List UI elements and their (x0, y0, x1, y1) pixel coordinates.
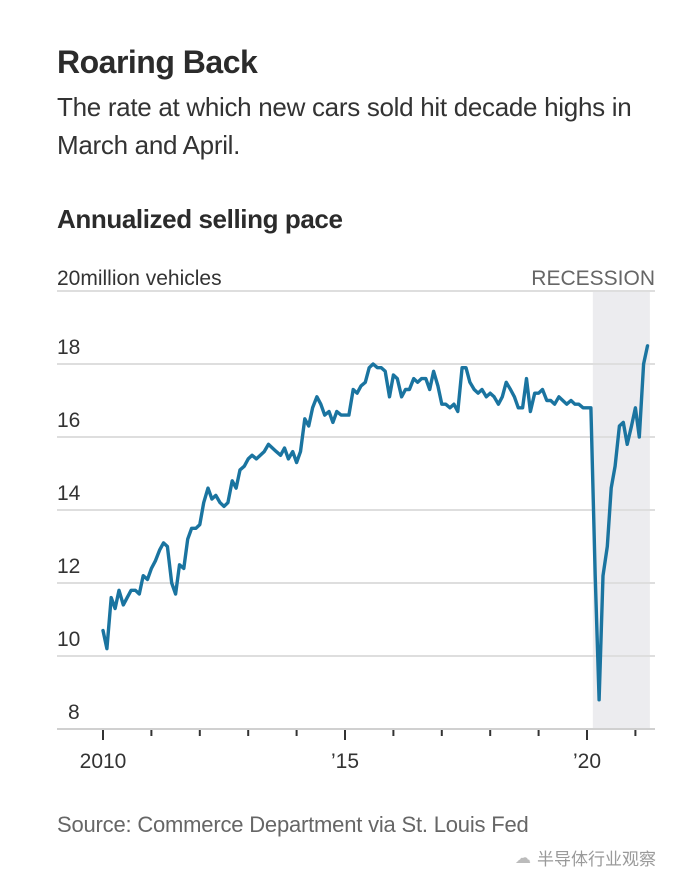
y-tick-label-12: 12 (57, 555, 80, 578)
chart-title: Annualized selling pace (57, 204, 343, 234)
y-tick-label-18: 18 (57, 336, 80, 359)
y-tick-label-8: 8 (68, 701, 80, 724)
recession-label: RECESSION (531, 267, 655, 290)
line-chart: 8 10 12 14 16 18 20million vehicles RECESSION… (57, 267, 655, 773)
y-tick-label-14: 14 (57, 482, 81, 505)
subheadline: The rate at which new cars sold hit deca… (57, 92, 632, 160)
source-note: Source: Commerce Department via St. Loui… (57, 812, 529, 837)
watermark: ☁ 半导体行业观察 (515, 845, 656, 870)
y-tick-label-10: 10 (57, 628, 80, 651)
x-tick-label-2015: ’15 (331, 750, 359, 773)
y-axis-labels: 8 10 12 14 16 18 (57, 336, 81, 724)
x-tick-label-2010: 2010 (80, 750, 127, 773)
watermark-text: 半导体行业观察 (537, 850, 656, 870)
grid-layer (57, 290, 655, 730)
x-axis: 2010 ’15 ’20 (80, 730, 637, 773)
series-line-layer (101, 344, 650, 702)
headline: Roaring Back (57, 44, 258, 80)
x-tick-label-2020: ’20 (573, 750, 601, 773)
wechat-icon: ☁ (515, 848, 531, 867)
y-tick-label-16: 16 (57, 409, 80, 432)
series-line-0 (101, 344, 650, 702)
y-axis-unit-label: 20million vehicles (57, 267, 222, 290)
